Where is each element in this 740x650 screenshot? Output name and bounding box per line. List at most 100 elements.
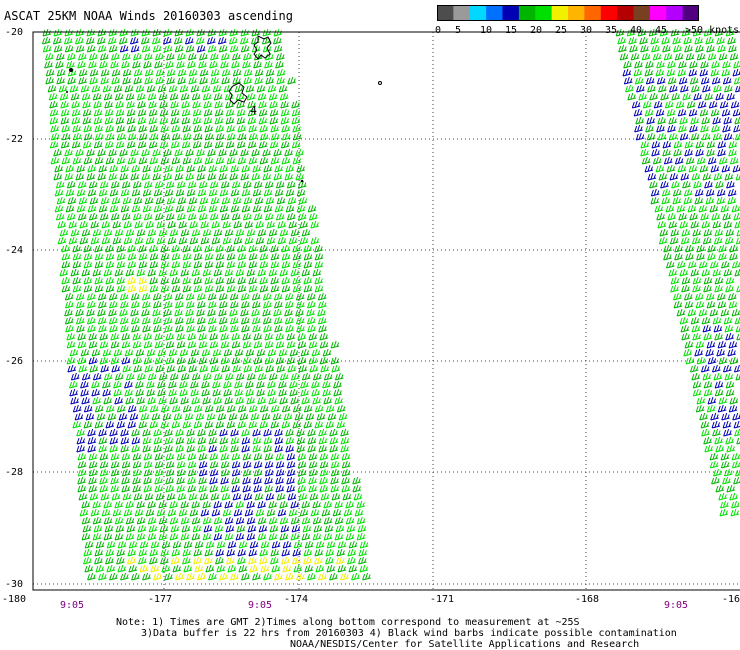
wind-barb [79, 220, 88, 229]
wind-barb [229, 148, 238, 157]
wind-barb [716, 36, 725, 45]
wind-barb [125, 92, 135, 101]
wind-barb [186, 164, 195, 173]
wind-barb [109, 188, 119, 197]
wind-barb [146, 84, 156, 93]
wind-barb [231, 340, 241, 349]
wind-barb [672, 188, 682, 197]
wind-barb [281, 244, 290, 253]
wind-barb [192, 100, 201, 109]
wind-barb [142, 204, 152, 213]
wind-barb [87, 572, 96, 581]
wind-barb [187, 180, 197, 189]
wind-barb [291, 100, 300, 109]
wind-barb [87, 436, 97, 445]
wind-barb [68, 220, 77, 229]
wind-barb [77, 180, 87, 189]
wind-barb [662, 44, 671, 53]
wind-barb [132, 340, 142, 349]
wind-barb [275, 340, 285, 349]
wind-barb [330, 452, 340, 461]
wind-barb [163, 316, 173, 325]
wind-barb [83, 276, 92, 285]
wind-barb [156, 508, 166, 517]
wind-barb [198, 452, 208, 461]
wind-barb [136, 268, 146, 277]
wind-barb [290, 268, 300, 277]
wind-barb [78, 76, 87, 85]
wind-barb [679, 116, 688, 125]
wind-barb [661, 196, 671, 205]
wind-barb [147, 500, 156, 509]
wind-barb [158, 396, 167, 405]
wind-barb [107, 412, 117, 421]
wind-barb [711, 420, 721, 429]
wind-barb [337, 564, 347, 573]
wind-barb [94, 260, 104, 269]
wind-barb [323, 516, 333, 525]
wind-barb [149, 284, 159, 293]
wind-barb [175, 204, 185, 213]
wind-barb [244, 220, 253, 229]
wind-barb [264, 460, 274, 469]
wind-barb [235, 532, 245, 541]
wind-barb [301, 268, 311, 277]
wind-barb [290, 532, 300, 541]
wind-barb [193, 244, 202, 253]
wind-barb [239, 412, 249, 421]
wind-barb [94, 156, 104, 165]
wind-barb [232, 492, 242, 501]
wind-barb [736, 229, 740, 237]
wind-barb [130, 44, 140, 53]
wind-barb [726, 444, 735, 453]
wind-barb [247, 108, 257, 117]
wind-barb [60, 116, 70, 125]
wind-barb [258, 100, 267, 109]
wind-barb [105, 276, 114, 285]
wind-barb [66, 180, 76, 189]
wind-barb [659, 28, 669, 37]
wind-barb [127, 156, 137, 165]
wind-barb [685, 356, 695, 365]
wind-barb [268, 500, 277, 509]
wind-barb [56, 68, 66, 77]
wind-barb [319, 340, 329, 349]
wind-barb [198, 356, 208, 365]
wind-barb [208, 428, 217, 437]
wind-barb [280, 524, 290, 533]
wind-barb [74, 36, 84, 45]
latitude-label: -30 [5, 579, 24, 590]
wind-barb [165, 180, 175, 189]
wind-barb [725, 228, 735, 237]
wind-barb [253, 60, 262, 69]
wind-barb [233, 236, 243, 245]
wind-barb [635, 116, 644, 125]
wind-barb [718, 244, 727, 253]
colorbar-swatch [682, 5, 700, 21]
wind-barb [160, 548, 170, 557]
wind-barb [286, 212, 296, 221]
wind-barb [691, 236, 701, 245]
wind-barb [155, 492, 165, 501]
wind-barb [74, 412, 84, 421]
wind-barb [224, 92, 234, 101]
wind-barb [98, 572, 107, 581]
wind-barb [675, 100, 685, 109]
wind-barb [121, 460, 131, 469]
wind-barb [215, 548, 225, 557]
wind-barb [257, 532, 267, 541]
wind-barb [201, 388, 210, 397]
wind-barb [185, 292, 195, 301]
wind-barb [169, 396, 178, 405]
wind-barb [53, 44, 63, 53]
wind-barb [243, 196, 253, 205]
wind-barb [697, 100, 707, 109]
wind-barb [329, 572, 338, 581]
wind-barb [240, 172, 250, 181]
wind-barb [678, 124, 687, 133]
wind-barb [83, 124, 92, 133]
wind-barb [54, 188, 64, 197]
wind-barb [127, 556, 136, 565]
wind-barb [253, 332, 262, 341]
wind-barb [277, 236, 287, 245]
